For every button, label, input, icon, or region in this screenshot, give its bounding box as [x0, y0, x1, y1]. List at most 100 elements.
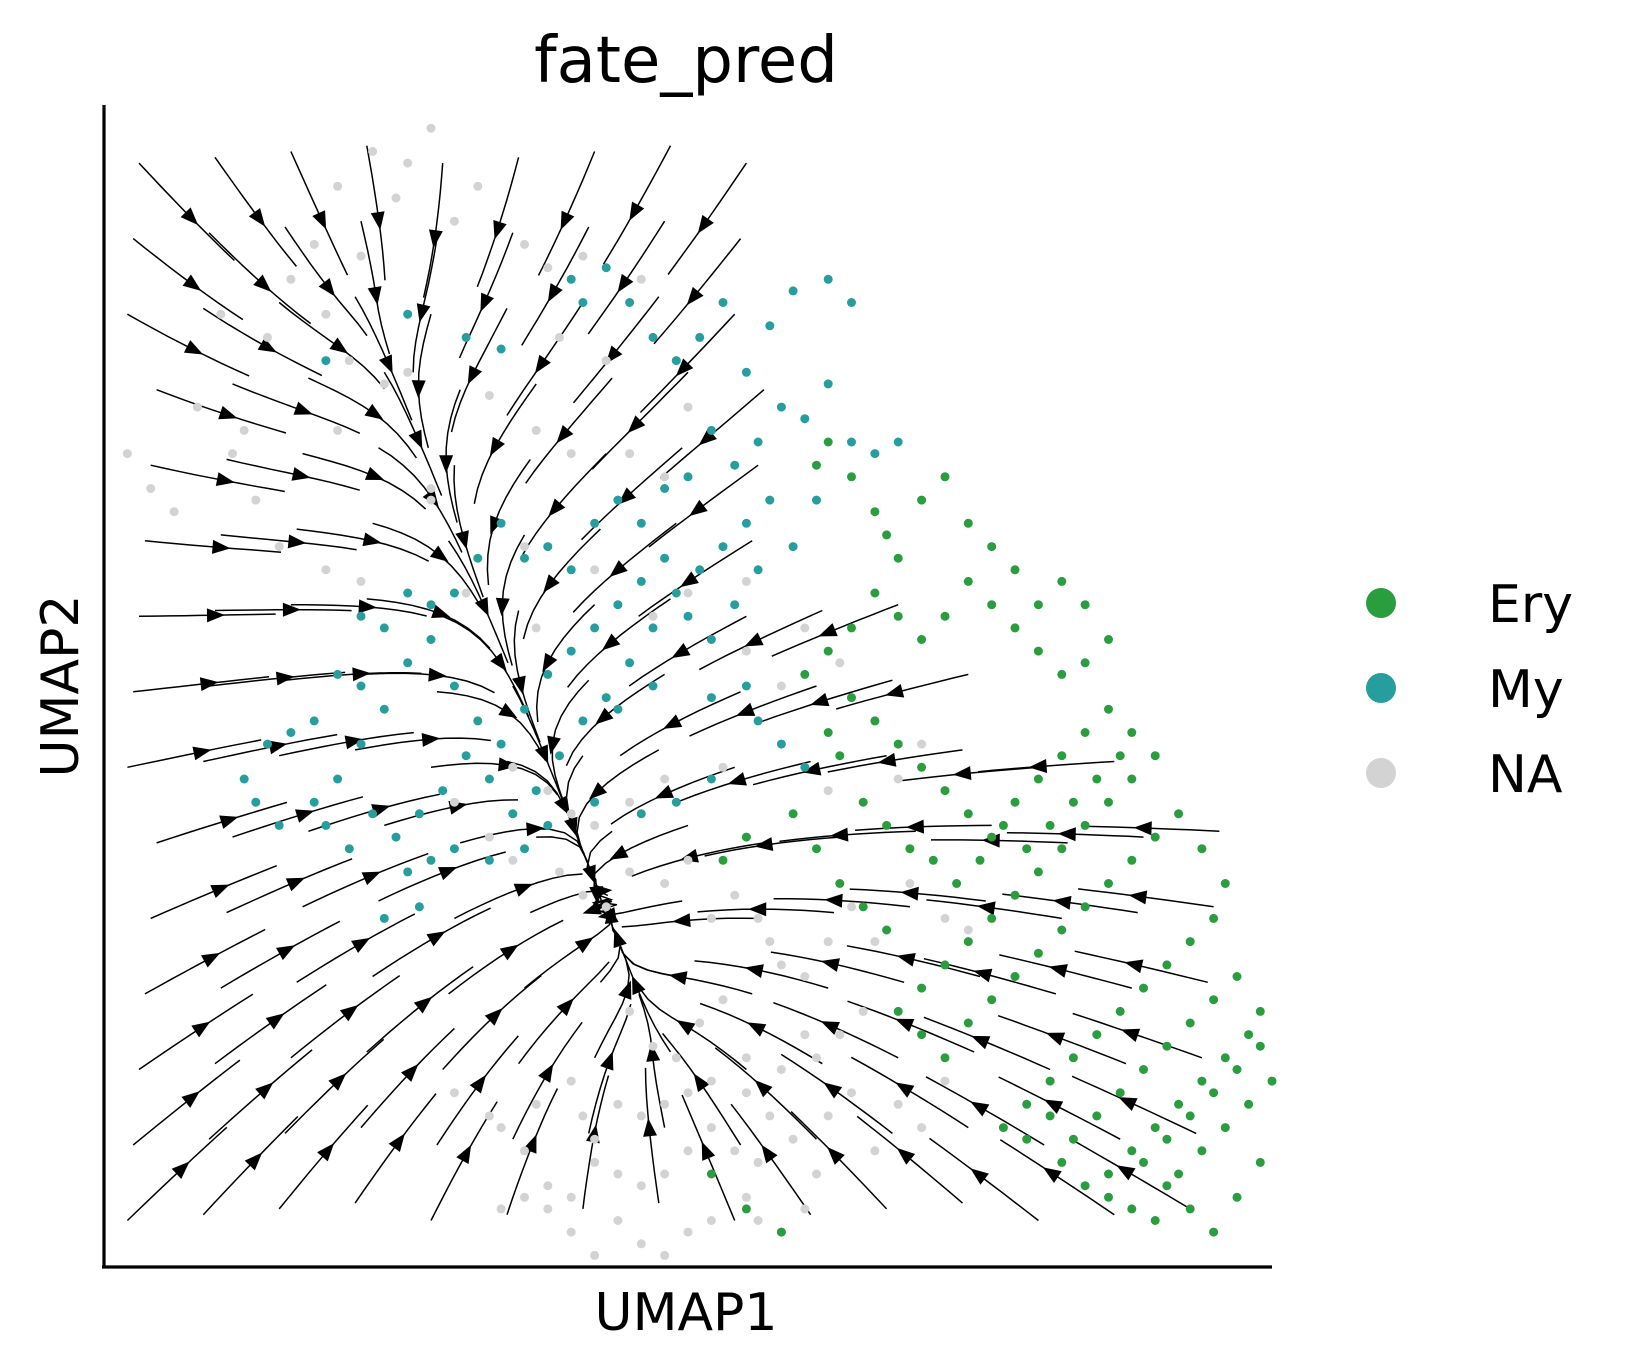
- streamline-arrow: [358, 599, 377, 614]
- point-na: [216, 309, 226, 319]
- point-my: [683, 611, 693, 621]
- point-na: [741, 1053, 751, 1063]
- point-na: [905, 879, 915, 888]
- point-na: [263, 332, 272, 342]
- point-ery: [963, 576, 973, 586]
- point-my: [379, 623, 389, 633]
- point-na: [741, 576, 751, 586]
- point-na: [625, 449, 635, 459]
- point-my: [309, 716, 319, 726]
- point-na: [706, 913, 716, 923]
- point-my: [625, 298, 635, 307]
- point-my: [379, 704, 389, 714]
- y-axis-label: UMAP2: [31, 595, 91, 778]
- point-my: [426, 600, 436, 610]
- point-ery: [1033, 646, 1043, 656]
- streamline: [436, 691, 547, 761]
- point-na: [590, 1157, 600, 1167]
- point-ery: [1068, 797, 1078, 807]
- point-ery: [1150, 1216, 1160, 1225]
- point-ery: [1244, 1030, 1254, 1040]
- point-ery: [882, 820, 892, 830]
- streamline-arrow: [439, 455, 454, 474]
- point-my: [847, 437, 856, 447]
- point-na: [683, 1146, 693, 1156]
- point-na: [788, 1134, 798, 1144]
- point-my: [648, 623, 658, 633]
- streamline-arrow: [698, 428, 717, 446]
- streamline-arrow: [219, 815, 239, 829]
- point-na: [426, 495, 436, 505]
- point-na: [356, 576, 366, 586]
- point-ery: [706, 1169, 716, 1179]
- streamline-arrow: [680, 571, 699, 588]
- streamline-arrow: [257, 337, 277, 353]
- point-na: [636, 1111, 646, 1121]
- streamline-arrow: [810, 692, 830, 707]
- point-ery: [1232, 1065, 1242, 1074]
- point-na: [531, 623, 541, 633]
- point-ery: [987, 542, 997, 552]
- streamline-arrow: [617, 273, 634, 293]
- point-ery: [1045, 1076, 1055, 1086]
- streamline-arrow: [218, 405, 238, 420]
- point-ery: [1092, 1030, 1102, 1040]
- point-my: [508, 809, 518, 819]
- point-na: [683, 1088, 693, 1098]
- point-na: [555, 332, 564, 342]
- point-ery: [858, 902, 868, 912]
- point-na: [683, 1227, 693, 1237]
- streamline-arrow: [206, 608, 225, 623]
- point-na: [449, 1088, 459, 1098]
- point-ery: [928, 855, 938, 865]
- point-ery: [812, 460, 821, 470]
- point-ery: [1197, 844, 1207, 854]
- point-my: [543, 542, 553, 552]
- streamline-arrow: [437, 867, 458, 881]
- point-ery: [893, 739, 903, 749]
- point-ery: [1010, 565, 1020, 575]
- point-my: [414, 902, 424, 912]
- streamline-arrow: [255, 1082, 274, 1100]
- point-na: [496, 1204, 506, 1214]
- scatter-points: [122, 123, 1277, 1260]
- point-ery: [1255, 1157, 1265, 1167]
- point-ery: [1057, 751, 1067, 761]
- point-na: [274, 542, 284, 552]
- point-na: [660, 472, 670, 482]
- point-na: [601, 356, 611, 366]
- streamline-arrow: [490, 652, 507, 672]
- point-na: [706, 1123, 716, 1133]
- point-ery: [1220, 879, 1230, 888]
- streamline-arrow: [210, 884, 230, 899]
- streamline-arrow: [534, 354, 551, 374]
- streamline-arrow: [754, 1079, 773, 1098]
- streamline-arrow: [744, 964, 764, 978]
- point-my: [473, 553, 483, 563]
- streamline-arrow: [600, 1051, 614, 1071]
- point-na: [531, 1099, 541, 1109]
- streamline-arrow: [617, 487, 637, 505]
- point-ery: [987, 995, 997, 1005]
- streamline-arrow: [421, 732, 441, 747]
- point-ery: [812, 844, 821, 854]
- point-ery: [1045, 1111, 1055, 1121]
- point-na: [613, 1216, 623, 1225]
- point-my: [578, 716, 588, 726]
- streamline-arrow: [455, 530, 469, 550]
- point-ery: [1068, 1053, 1078, 1063]
- point-na: [753, 1216, 763, 1225]
- point-ery: [963, 809, 973, 819]
- point-my: [648, 681, 658, 691]
- streamline-arrow: [480, 292, 495, 312]
- streamline-arrow: [361, 871, 381, 886]
- streamline-arrow: [362, 532, 382, 547]
- point-my: [613, 495, 623, 505]
- point-na: [706, 1216, 716, 1225]
- streamline-arrow: [429, 545, 449, 562]
- point-na: [847, 902, 856, 912]
- point-my: [286, 728, 296, 737]
- point-my: [741, 367, 751, 377]
- point-ery: [1057, 925, 1067, 935]
- point-na: [543, 786, 553, 796]
